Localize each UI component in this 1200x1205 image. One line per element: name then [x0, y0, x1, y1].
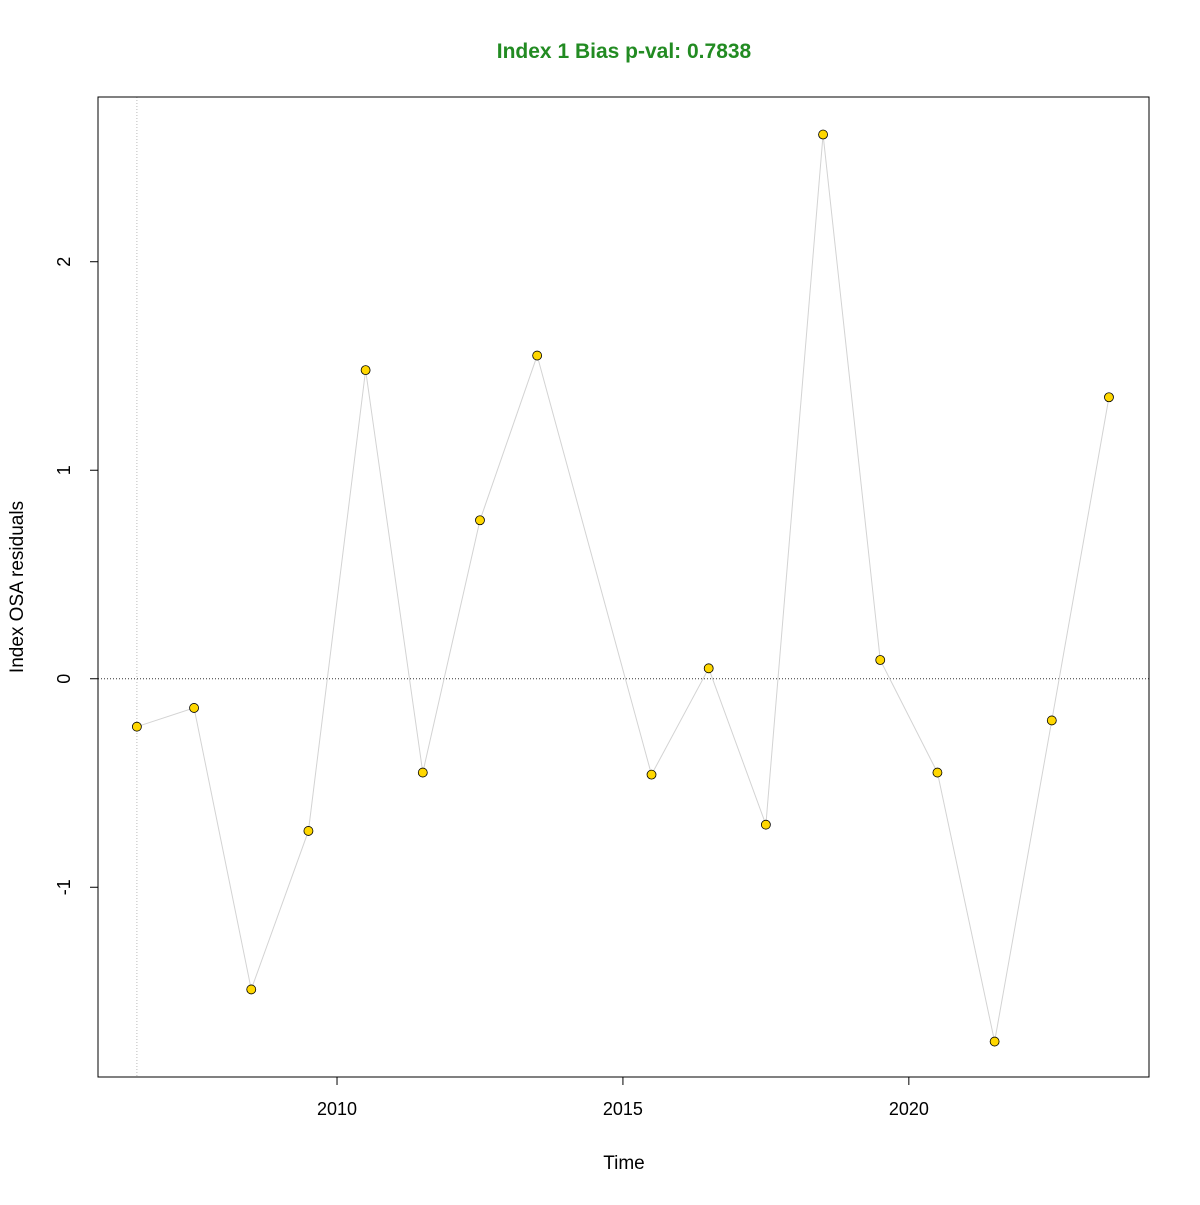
x-axis-label: Time — [603, 1153, 645, 1174]
data-point — [932, 767, 943, 778]
y-tick-label: 1 — [54, 465, 74, 475]
data-point — [417, 767, 428, 778]
data-point — [246, 984, 257, 995]
y-tick-label: 2 — [54, 257, 74, 267]
data-point — [760, 819, 771, 830]
data-point — [989, 1036, 1000, 1047]
plot-frame — [97, 96, 1150, 1078]
data-point — [646, 769, 657, 780]
x-tick-label: 2010 — [317, 1099, 357, 1119]
data-point — [703, 663, 714, 674]
data-point — [1046, 715, 1057, 726]
chart-title: Index 1 Bias p-val: 0.7838 — [497, 40, 752, 63]
data-point — [360, 365, 371, 376]
data-point — [475, 515, 485, 526]
data-point — [532, 350, 543, 361]
x-tick-label: 2015 — [603, 1099, 643, 1119]
data-point — [818, 129, 828, 140]
y-tick-label: 0 — [54, 674, 74, 684]
data-point — [303, 826, 314, 836]
x-tick-label: 2020 — [889, 1099, 929, 1119]
series-line — [136, 134, 1110, 1042]
data-point — [131, 721, 142, 732]
data-point — [875, 655, 886, 665]
data-point — [189, 703, 199, 713]
data-point — [1104, 392, 1114, 403]
y-axis-label: Index OSA residuals — [7, 501, 28, 673]
y-tick-label: -1 — [54, 879, 74, 895]
